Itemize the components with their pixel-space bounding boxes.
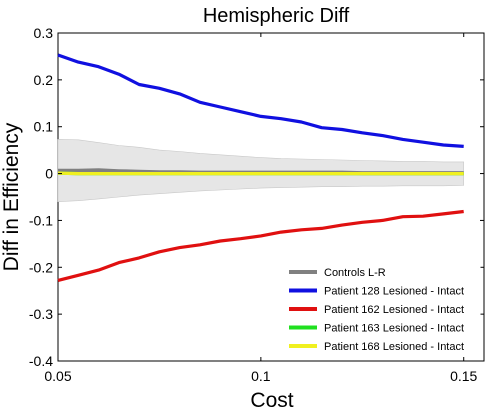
legend-items: Controls L-R Patient 128 Lesioned - Intac…	[289, 267, 464, 353]
x-axis-label: Cost	[250, 389, 293, 411]
series-line-3	[57, 209, 464, 282]
chart-title: Hemispheric Diff	[203, 5, 350, 27]
y-tick-label: 0.2	[34, 72, 54, 88]
y-tick-label: 0	[45, 166, 53, 182]
y-axis-label: Diff in Efficiency	[0, 122, 23, 271]
legend-label: Patient 128 Lesioned - Intact	[324, 286, 464, 298]
x-tick-label: 0.05	[44, 368, 71, 384]
series-layer	[57, 53, 464, 282]
band-layer	[57, 139, 465, 203]
y-tick-label: -0.3	[29, 306, 53, 322]
legend-label: Patient 168 Lesioned - Intact	[324, 341, 464, 353]
controls-band	[57, 139, 465, 203]
legend-label: Controls L-R	[324, 267, 386, 279]
y-tick-label: 0.3	[34, 25, 54, 41]
series-line-5	[57, 171, 464, 176]
legend: Controls L-R Patient 128 Lesioned - Intac…	[282, 261, 481, 356]
y-tick-label: -0.4	[29, 353, 53, 369]
y-tick-label: -0.2	[29, 259, 53, 275]
series-line-2	[57, 53, 464, 148]
axis-ticks: -0.4 -0.3 -0.2 -0.1 0 0.1 0.2 0.3 0.05 0.1 0.15	[29, 25, 484, 384]
x-tick-label: 0.1	[251, 368, 271, 384]
legend-label: Patient 162 Lesioned - Intact	[324, 304, 464, 316]
x-tick-label: 0.15	[450, 368, 477, 384]
y-tick-label: 0.1	[34, 119, 54, 135]
y-tick-label: -0.1	[29, 212, 53, 228]
legend-label: Patient 163 Lesioned - Intact	[324, 323, 464, 335]
